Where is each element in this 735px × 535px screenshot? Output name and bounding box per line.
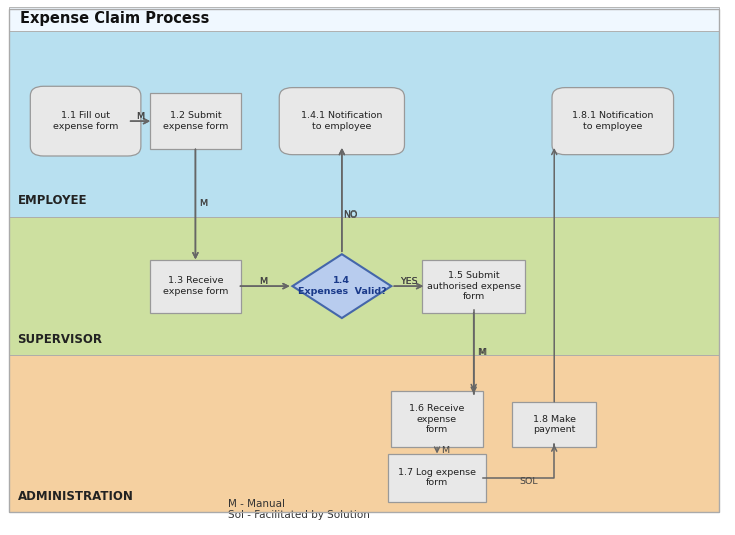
Text: Expense Claim Process: Expense Claim Process (20, 11, 209, 26)
FancyBboxPatch shape (9, 7, 719, 30)
Text: 1.5 Submit
authorised expense
form: 1.5 Submit authorised expense form (427, 271, 520, 301)
Polygon shape (293, 254, 391, 318)
Text: M - Manual
Sol - Facilitated by Solution: M - Manual Sol - Facilitated by Solution (229, 499, 370, 521)
FancyBboxPatch shape (9, 217, 719, 355)
Text: NO: NO (343, 210, 357, 219)
Text: M: M (137, 112, 145, 121)
Text: SOL: SOL (519, 477, 538, 486)
Text: 1.6 Receive
expense
form: 1.6 Receive expense form (409, 404, 465, 434)
Text: 1.8.1 Notification
to employee: 1.8.1 Notification to employee (572, 111, 653, 131)
Text: 1.2 Submit
expense form: 1.2 Submit expense form (162, 111, 228, 131)
Text: M: M (198, 199, 207, 208)
FancyBboxPatch shape (150, 259, 241, 313)
FancyBboxPatch shape (9, 355, 719, 513)
Text: M: M (259, 277, 268, 286)
FancyBboxPatch shape (9, 30, 719, 217)
Text: 1.4.1 Notification
to employee: 1.4.1 Notification to employee (301, 111, 382, 131)
Text: 1.7 Log expense
form: 1.7 Log expense form (398, 468, 476, 487)
FancyBboxPatch shape (387, 454, 487, 502)
Text: M: M (441, 446, 449, 455)
Text: 1.1 Fill out
expense form: 1.1 Fill out expense form (53, 111, 118, 131)
Text: YES: YES (400, 277, 417, 286)
Text: ADMINISTRATION: ADMINISTRATION (18, 490, 133, 503)
Text: YES: YES (400, 277, 417, 286)
FancyBboxPatch shape (150, 93, 241, 149)
Text: 1.8 Make
payment: 1.8 Make payment (533, 415, 576, 434)
Text: 1.3 Receive
expense form: 1.3 Receive expense form (162, 277, 228, 296)
Text: M: M (477, 348, 485, 357)
Text: M: M (199, 199, 207, 208)
Text: SUPERVISOR: SUPERVISOR (18, 333, 102, 346)
Text: NO: NO (343, 211, 357, 220)
FancyBboxPatch shape (512, 402, 596, 447)
FancyBboxPatch shape (552, 88, 673, 155)
Text: M: M (478, 348, 486, 357)
FancyBboxPatch shape (391, 391, 483, 447)
FancyBboxPatch shape (423, 259, 525, 313)
FancyBboxPatch shape (279, 88, 404, 155)
Text: EMPLOYEE: EMPLOYEE (18, 194, 87, 208)
Text: M: M (259, 277, 268, 286)
Text: 1.4
Expenses  Valid?: 1.4 Expenses Valid? (298, 277, 386, 296)
FancyBboxPatch shape (30, 86, 141, 156)
Text: M: M (137, 112, 145, 121)
